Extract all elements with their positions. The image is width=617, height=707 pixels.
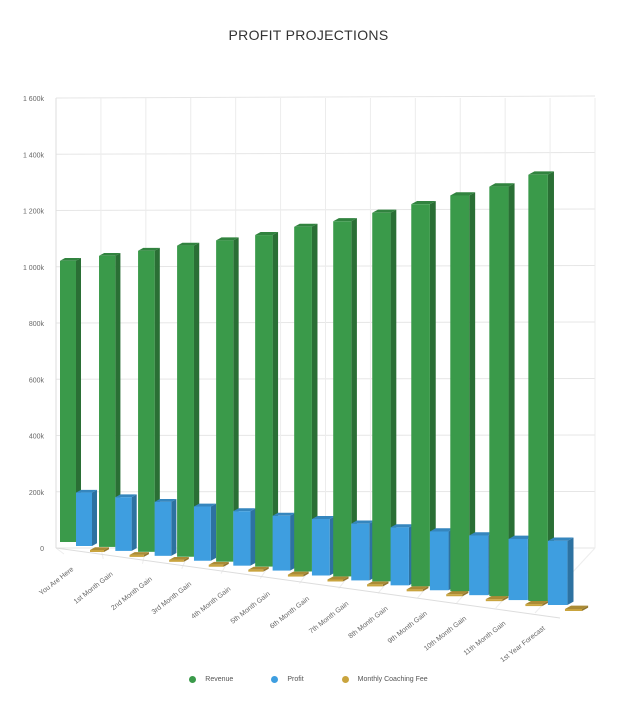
floor-edge bbox=[55, 547, 561, 619]
revenue-bar bbox=[372, 209, 397, 582]
coaching-fee-bar bbox=[129, 552, 149, 557]
legend: Revenue Profit Monthly Coaching Fee bbox=[0, 676, 617, 683]
y-tick-label: 400k bbox=[29, 434, 45, 441]
revenue-bar bbox=[216, 237, 239, 562]
y-tick-label: 200k bbox=[29, 490, 45, 497]
profit-bar bbox=[76, 489, 97, 546]
gridline bbox=[55, 95, 596, 99]
x-tick-label: 3rd Month Gain bbox=[151, 581, 193, 616]
y-tick-label: 1 400k bbox=[23, 152, 45, 159]
revenue-bar bbox=[255, 232, 279, 567]
coaching-fee-bar bbox=[90, 547, 109, 552]
y-tick-label: 1 600k bbox=[23, 96, 45, 103]
profit-bar bbox=[193, 503, 217, 561]
profit-bar bbox=[233, 508, 256, 566]
legend-label: Profit bbox=[287, 676, 304, 683]
x-tick-label: 4th Month Gain bbox=[190, 586, 232, 621]
profit-bar bbox=[115, 494, 137, 551]
coaching-fee-bar bbox=[248, 566, 269, 572]
coaching-fee-bar bbox=[169, 556, 189, 562]
revenue-bar bbox=[60, 258, 81, 542]
x-tick-label: 7th Month Gain bbox=[308, 600, 350, 635]
y-tick-label: 600k bbox=[29, 377, 45, 384]
legend-dot bbox=[341, 676, 349, 683]
chart-title: PROFIT PROJECTIONS bbox=[228, 27, 389, 43]
profit-bar bbox=[547, 537, 574, 605]
legend-label: Monthly Coaching Fee bbox=[357, 676, 428, 683]
legend-item[interactable]: Revenue bbox=[189, 676, 233, 683]
coaching-fee-bar bbox=[485, 595, 509, 602]
legend-label: Revenue bbox=[205, 676, 234, 683]
coaching-fee-bar bbox=[208, 561, 229, 567]
revenue-bar bbox=[528, 171, 554, 602]
revenue-bar bbox=[99, 252, 121, 547]
revenue-bar bbox=[138, 247, 160, 552]
revenue-bar bbox=[411, 200, 436, 587]
revenue-bar bbox=[294, 223, 318, 572]
x-tick-label: 1st Month Gain bbox=[73, 571, 115, 606]
x-tick-label: 10th Month Gain bbox=[423, 615, 468, 652]
profit-bar bbox=[390, 524, 415, 586]
coaching-fee-bar bbox=[287, 571, 309, 577]
revenue-bar bbox=[450, 192, 476, 592]
revenue-bar bbox=[177, 242, 200, 557]
legend-dot bbox=[189, 676, 197, 683]
x-tick-label: 6th Month Gain bbox=[269, 596, 311, 631]
y-tick-label: 0 bbox=[40, 546, 44, 553]
x-tick-label: 1st Year Forecast bbox=[499, 625, 546, 664]
coaching-fee-bar bbox=[367, 581, 389, 587]
x-tick-label: 11th Month Gain bbox=[463, 620, 508, 657]
coaching-fee-bar bbox=[406, 586, 429, 592]
legend-dot bbox=[271, 676, 279, 683]
profit-bar bbox=[351, 520, 375, 581]
gridline bbox=[55, 547, 65, 555]
profit-bar bbox=[154, 499, 177, 556]
revenue-bar bbox=[489, 183, 515, 597]
coaching-fee-bar bbox=[564, 605, 589, 611]
legend-item[interactable]: Monthly Coaching Fee bbox=[341, 676, 428, 683]
coaching-fee-bar bbox=[446, 591, 469, 597]
profit-bar bbox=[272, 512, 296, 571]
legend-item[interactable]: Profit bbox=[271, 676, 304, 683]
coaching-fee-bar bbox=[525, 600, 549, 607]
revenue-bar bbox=[333, 218, 357, 577]
x-tick-label: You Are Here bbox=[38, 566, 75, 597]
coaching-fee-bar bbox=[327, 576, 349, 582]
x-tick-label: 8th Month Gain bbox=[347, 605, 389, 640]
x-tick-label: 9th Month Gain bbox=[387, 610, 429, 645]
x-tick-label: 5th Month Gain bbox=[230, 591, 272, 626]
x-tick-label: 2nd Month Gain bbox=[110, 576, 154, 612]
y-tick-label: 1 200k bbox=[23, 209, 45, 216]
y-tick-label: 1 000k bbox=[23, 265, 45, 272]
y-tick-label: 800k bbox=[29, 321, 45, 328]
profit-bar bbox=[311, 515, 336, 576]
